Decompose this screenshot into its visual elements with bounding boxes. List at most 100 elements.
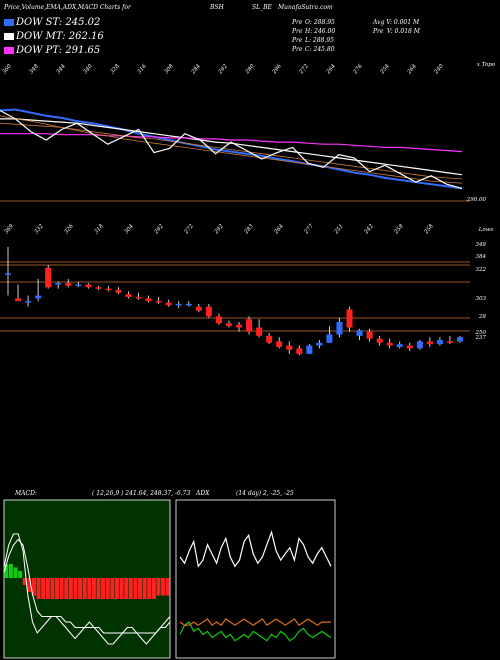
candle-body: [326, 334, 333, 343]
ema-bottom-tick: 304: [124, 223, 136, 235]
candle-body: [316, 342, 323, 346]
macd-label: MACD:: [15, 490, 37, 497]
candle-body: [205, 306, 212, 317]
candle-body: [276, 341, 283, 347]
macd-hist-bar: [31, 578, 36, 596]
macd-hist-bar: [101, 578, 106, 599]
candle-body: [45, 267, 52, 288]
candle-body: [356, 330, 363, 336]
macd-hist-bar: [156, 578, 161, 596]
candle-body: [386, 342, 393, 346]
macd-hist-bar: [110, 578, 115, 599]
ema-top-tick: 348: [29, 63, 41, 75]
ema-series-line: [0, 108, 463, 190]
candle-body: [416, 341, 423, 349]
ema-bottom-tick: 272: [183, 223, 195, 236]
ema-bottom-tick: 277: [303, 223, 315, 236]
candle-body: [236, 324, 243, 328]
macd-hist-bar: [22, 578, 27, 585]
prev-label-open: Pre: [292, 19, 303, 26]
macd-hist-bar: [165, 578, 170, 596]
macd-hist-bar: [151, 578, 156, 599]
ema-bottom-tick: 292: [153, 223, 165, 236]
ema-top-tick: 316: [137, 63, 149, 75]
candle-body: [376, 338, 383, 343]
ohlc-high: H: 246.00: [305, 28, 336, 35]
candle-body: [457, 337, 463, 342]
ema-bottom-tick: 258: [393, 223, 405, 236]
macd-hist-bar: [105, 578, 110, 599]
macd-hist-bar: [128, 578, 133, 599]
macd-frame: [3, 499, 171, 659]
ohlc-open: O: 288.95: [305, 19, 335, 26]
macd-hist-bar: [59, 578, 64, 599]
price-axis-label: 303: [476, 296, 487, 302]
candle-body: [215, 316, 222, 324]
candle-body: [406, 345, 413, 349]
candle-body: [55, 283, 62, 285]
ema-price-line: [0, 109, 463, 189]
adx-label: ADX: [196, 490, 210, 497]
macd-hist-bar: [4, 564, 9, 578]
ema-bottom-tick: 318: [94, 223, 106, 235]
price-axis-label: 322: [476, 267, 487, 273]
candle-body: [256, 327, 263, 336]
candle-body: [185, 303, 192, 306]
ema-top-tick: 340: [83, 63, 95, 75]
candle-body: [145, 298, 152, 302]
candle-body: [246, 319, 253, 332]
macd-hist-bar: [64, 578, 69, 599]
prev-volume: V: 0.018 M: [387, 28, 420, 35]
candle-body: [426, 341, 433, 345]
macd-hist-bar: [13, 567, 18, 578]
macd-hist-bar: [138, 578, 143, 599]
candle-body: [85, 284, 92, 288]
candle-body: [105, 288, 112, 291]
candle-body: [95, 287, 102, 289]
adx-line: [179, 530, 332, 568]
candle-body: [306, 345, 313, 354]
candle-body: [5, 273, 11, 275]
candle-body: [115, 290, 122, 293]
macd-hist-bar: [91, 578, 96, 599]
price-panel-title: Lows: [478, 227, 494, 233]
macd-hist-bar: [8, 564, 13, 578]
ema-top-tick: 272: [298, 63, 310, 76]
ema-top-tick: 360: [2, 63, 14, 75]
candle-body: [296, 348, 303, 354]
ema-top-tick: 264: [325, 63, 337, 76]
adx-line: [179, 621, 332, 642]
candle-body: [65, 283, 72, 286]
ema-top-tick: 308: [164, 63, 176, 75]
candle-body: [346, 309, 353, 328]
price-axis-label: 348: [476, 242, 487, 248]
macd-hist-bar: [119, 578, 124, 599]
macd-hist-bar: [124, 578, 129, 599]
ema-top-tick: 280: [244, 63, 256, 76]
ema-bottom-tick: 326: [64, 223, 76, 235]
ema-top-tick: 284: [190, 63, 202, 76]
ema-bottom-tick: 251: [333, 223, 345, 236]
price-axis-label: 237: [475, 335, 487, 341]
macd-hist-bar: [82, 578, 87, 599]
candle-body: [175, 303, 182, 306]
ema-bottom-tick: 264: [273, 223, 285, 236]
legend-dow-pt: DOW PT: 291.65: [16, 45, 101, 56]
macd-hist-bar: [142, 578, 147, 599]
candle-body: [336, 321, 343, 335]
ema-top-tick: 254: [379, 63, 391, 76]
legend-dow-mt: DOW MT: 262.16: [16, 31, 104, 42]
macd-hist-bar: [68, 578, 73, 599]
ema-aux-line: [0, 122, 463, 180]
legend-dow-st: DOW ST: 245.02: [16, 17, 101, 28]
ema-top-tick: 264: [406, 63, 418, 76]
candle-body: [155, 301, 162, 303]
ohlc-close: C: 245.80: [305, 46, 335, 53]
ema-price-label: 290.00: [466, 197, 487, 203]
macd-hist-bar: [87, 578, 92, 599]
ema-series-line: [0, 133, 463, 153]
ema-top-right-label: x Topo: [477, 62, 496, 68]
price-axis-label: 384: [476, 254, 487, 260]
macd-hist-bar: [96, 578, 101, 599]
